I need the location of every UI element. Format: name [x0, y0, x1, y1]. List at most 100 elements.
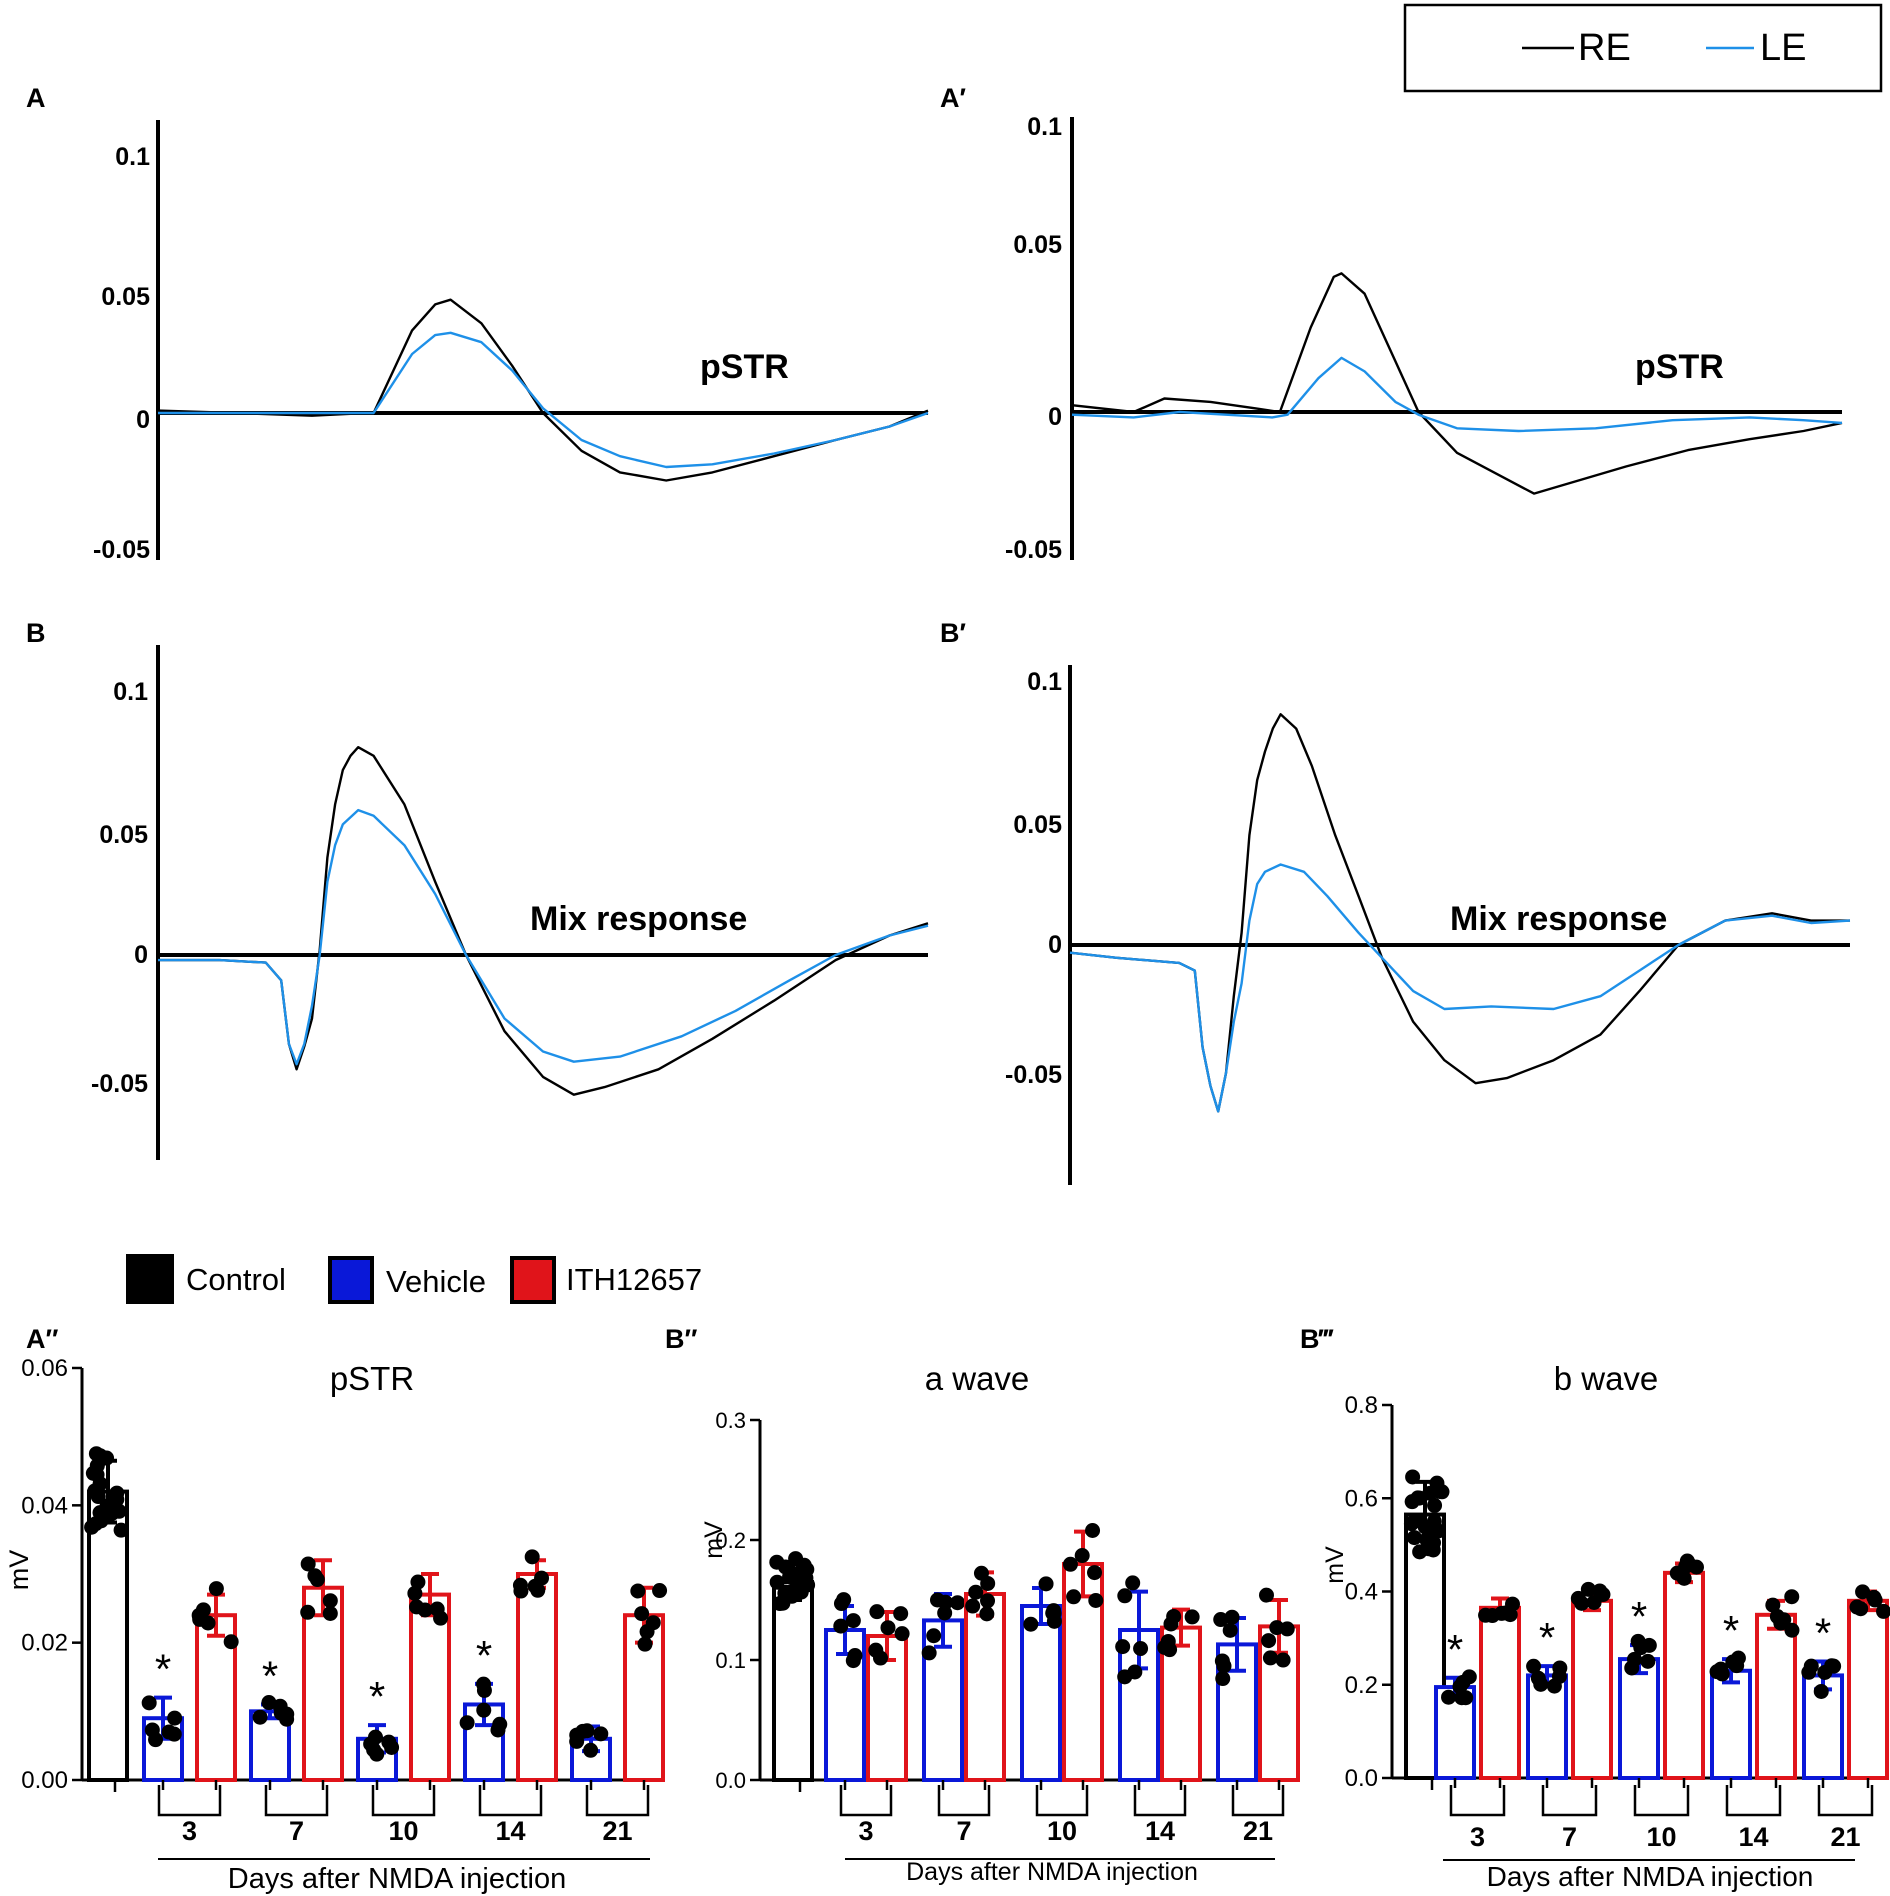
tick-label-a-1: 0.05	[101, 283, 150, 311]
panel-label-a-prime: A′	[940, 83, 966, 113]
day-bracket-pstr	[585, 1785, 650, 1817]
ith12657-pstr-day7-data-point	[322, 1605, 338, 1621]
day-bracket-pstr	[157, 1785, 222, 1817]
ith12657-b-wave-day3-data-point	[1494, 1605, 1510, 1621]
trace-panel-b: 0.1 0.05 0 -0.05 Mix response	[91, 645, 929, 1160]
ith12657-a-wave-day7-data-point	[968, 1584, 984, 1600]
ith12657-a-wave-day21-data-point	[1261, 1633, 1277, 1649]
day-bracket-b-wave	[1541, 1785, 1598, 1817]
legend-re-label: RE	[1578, 27, 1631, 69]
y-tick-label-pstr: 0.04	[21, 1492, 68, 1519]
ith12657-b-wave-day10-bar	[1663, 1570, 1705, 1780]
vehicle-b-wave-day21-data-point	[1817, 1664, 1833, 1680]
ith12657-pstr-day10-data-point	[410, 1574, 426, 1590]
annotation-a: pSTR	[700, 348, 789, 386]
vehicle-b-wave-day7-bar	[1526, 1673, 1568, 1781]
y-tick-label-b-wave: 0.4	[1345, 1579, 1378, 1606]
traces-b-prime	[1069, 713, 1851, 1113]
ith12657-pstr-day14-data-point	[527, 1578, 543, 1594]
control-pstr-data-point	[88, 1485, 104, 1501]
y-tick-label-pstr: 0.02	[21, 1630, 68, 1657]
tick-label-a-3: -0.05	[93, 536, 150, 564]
ith12657-a-wave-day21-data-point	[1258, 1587, 1274, 1603]
ith12657-pstr-day21-data-point	[634, 1606, 650, 1622]
tick-label-b-2: 0	[134, 941, 148, 969]
trace-le-b	[158, 808, 929, 1066]
ith12657-a-wave-day7-data-point	[979, 1606, 995, 1622]
vehicle-pstr-day14-data-point	[459, 1715, 475, 1731]
control-a-wave-data-point	[788, 1551, 804, 1567]
ith12657-a-wave-day14-data-point	[1163, 1616, 1179, 1632]
day-label-pstr: 21	[602, 1816, 632, 1846]
significance-asterisk-b-wave: *	[1447, 1626, 1463, 1673]
vehicle-b-wave-day21-data-point	[1801, 1664, 1817, 1680]
day-label-a-wave: 14	[1145, 1816, 1175, 1846]
vehicle-a-wave-day14-data-point	[1125, 1575, 1141, 1591]
tick-label-a-prime-1: 0.05	[1013, 231, 1062, 259]
vehicle-b-wave-day3-data-point	[1458, 1690, 1474, 1706]
ith12657-a-wave-day21-data-point	[1275, 1652, 1291, 1668]
legend-control-label: Control	[186, 1262, 286, 1297]
vehicle-b-wave-day21-data-point	[1813, 1683, 1829, 1699]
vehicle-a-wave-day7-data-point	[950, 1595, 966, 1611]
ith12657-pstr-day14-data-point	[524, 1549, 540, 1565]
y-tick-label-b-wave: 0.2	[1345, 1672, 1378, 1699]
trace-panel-b-prime: 0.1 0.05 0 -0.05 Mix response	[1005, 665, 1851, 1185]
ith12657-pstr-day3-data-point	[208, 1581, 224, 1597]
ith12657-b-wave-day7-data-point	[1592, 1583, 1608, 1599]
control-b-wave-data-point	[1410, 1512, 1426, 1528]
vehicle-pstr-day3-data-point	[167, 1710, 183, 1726]
day-label-b-wave: 21	[1830, 1822, 1860, 1852]
ith12657-b-wave-day14-data-point	[1765, 1597, 1781, 1613]
vehicle-b-wave-day7-data-point	[1552, 1660, 1568, 1676]
vehicle-a-wave-day21-data-point	[1222, 1622, 1238, 1638]
vehicle-pstr-day10-data-point	[367, 1729, 383, 1745]
significance-asterisk-b-wave: *	[1631, 1593, 1647, 1640]
vehicle-b-wave-day7-data-point	[1546, 1678, 1562, 1694]
tick-label-b-1: 0.05	[99, 821, 148, 849]
ith12657-b-wave-day21-data-point	[1855, 1584, 1871, 1600]
vehicle-b-wave-day14-data-point	[1730, 1650, 1746, 1666]
ith12657-pstr-day7-data-point	[300, 1604, 316, 1620]
vehicle-b-wave-day14-data-point	[1713, 1661, 1729, 1677]
ith12657-b-wave-day14-data-point	[1784, 1622, 1800, 1638]
legend-le-label: LE	[1760, 27, 1806, 69]
vehicle-b-wave-day3-data-point	[1441, 1689, 1457, 1705]
ith12657-a-wave-day10-data-point	[1088, 1592, 1104, 1608]
day-bracket-pstr	[264, 1785, 329, 1817]
vehicle-a-wave-day14-data-point	[1117, 1588, 1133, 1604]
significance-asterisk-b-wave: *	[1539, 1614, 1555, 1661]
control-a-wave-data-point	[778, 1559, 794, 1575]
day-label-pstr: 14	[495, 1816, 525, 1846]
control-pstr-data-point	[89, 1467, 105, 1483]
tick-label-b-prime-1: 0.05	[1013, 811, 1062, 839]
trace-panel-a: 0.1 0.05 0 -0.05 pSTR	[93, 120, 929, 564]
vehicle-a-wave-day14-data-point	[1133, 1640, 1149, 1656]
ith12657-pstr-day21-data-point	[652, 1583, 668, 1599]
day-bracket-a-wave	[1231, 1785, 1285, 1817]
ith12657-a-wave-day7-data-point	[980, 1593, 996, 1609]
tick-label-a-2: 0	[136, 406, 150, 434]
day-label-a-wave: 10	[1047, 1816, 1077, 1846]
vehicle-b-wave-day10-data-point	[1624, 1660, 1640, 1676]
legend-control-swatch	[126, 1254, 174, 1304]
vehicle-a-wave-day21-data-point	[1214, 1653, 1230, 1669]
bar-chart-pstr: 0.00 0.02 0.04 0.06 3 * 7 * 10 * 14 * 21	[21, 1355, 668, 1846]
significance-asterisk-pstr: *	[262, 1652, 278, 1699]
ith12657-pstr-day14-data-point	[512, 1577, 528, 1593]
vehicle-a-wave-day10-bar	[1020, 1604, 1062, 1782]
control-b-wave-data-point	[1405, 1469, 1421, 1485]
legend-ith12657-label: ITH12657	[566, 1262, 702, 1297]
vehicle-b-wave-day3-bar	[1434, 1685, 1476, 1781]
day-label-b-wave: 10	[1646, 1822, 1676, 1852]
ith12657-pstr-day21-data-point	[630, 1583, 646, 1599]
control-a-wave-bar	[772, 1580, 814, 1782]
significance-asterisk-pstr: *	[476, 1632, 492, 1679]
vehicle-a-wave-day21-data-point	[1224, 1609, 1240, 1625]
trace-le-a-prime	[1071, 356, 1843, 433]
ith12657-b-wave-day7-data-point	[1580, 1581, 1596, 1597]
tick-label-b-prime-3: -0.05	[1005, 1061, 1062, 1089]
y-tick-label-b-wave: 0.8	[1345, 1392, 1378, 1419]
vehicle-a-wave-day14-data-point	[1115, 1639, 1131, 1655]
day-bracket-b-wave	[1725, 1785, 1782, 1817]
